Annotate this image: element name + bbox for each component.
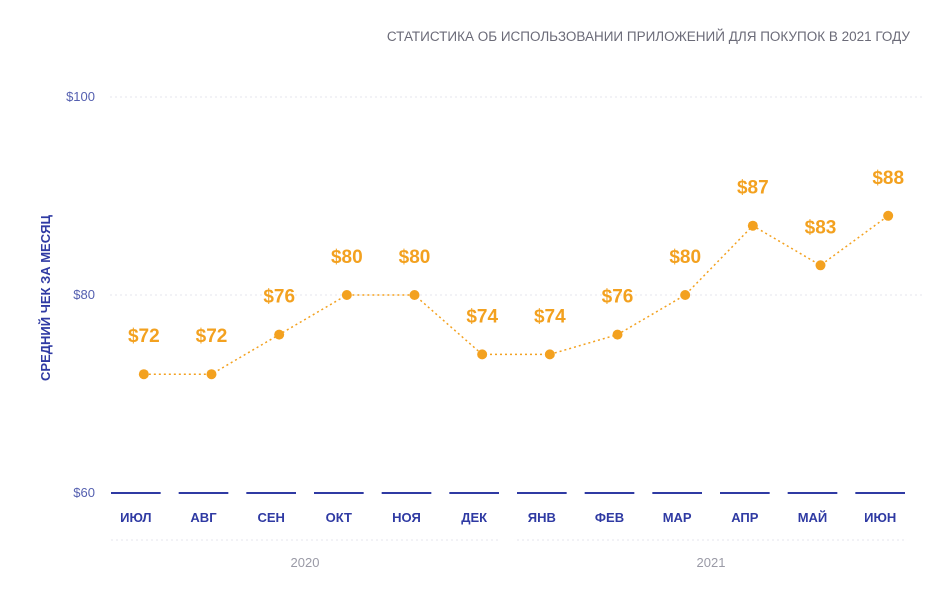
data-label: $72 xyxy=(196,326,228,347)
year-label: 2020 xyxy=(291,555,320,570)
x-tick-label: СЕН xyxy=(257,510,284,525)
data-label: $80 xyxy=(399,247,431,268)
data-point xyxy=(544,349,555,360)
data-label: $76 xyxy=(263,287,295,308)
series-line xyxy=(143,215,889,375)
data-label: $83 xyxy=(805,217,837,238)
year-groups: 2020 2021 xyxy=(111,539,905,570)
data-label: $80 xyxy=(331,247,363,268)
year-label: 2021 xyxy=(697,555,726,570)
x-tick-label: МАЙ xyxy=(798,510,828,525)
x-tick-label: МАР xyxy=(663,510,692,525)
gridlines xyxy=(110,96,922,296)
data-point xyxy=(612,329,623,340)
x-axis: ИЮЛ АВГ СЕН ОКТ НОЯ ДЕК ЯНВ ФЕВ МАР АПР МАЙ ИЮН xyxy=(111,492,905,525)
data-point xyxy=(409,290,420,300)
data-point xyxy=(274,329,285,340)
data-label: $72 xyxy=(128,326,160,347)
y-axis-label: СРЕДНИЙ ЧЕК ЗА МЕСЯЦ xyxy=(38,215,53,381)
data-label: $88 xyxy=(872,168,904,189)
data-point xyxy=(815,260,826,271)
x-tick-label: АВГ xyxy=(190,510,217,525)
y-tick-label: $60 xyxy=(73,485,95,500)
x-tick-label: ОКТ xyxy=(326,510,352,525)
data-label: $87 xyxy=(737,178,769,199)
data-label: $80 xyxy=(669,247,701,268)
x-tick-label: ЯНВ xyxy=(528,510,556,525)
y-tick-label: $80 xyxy=(73,287,95,302)
data-point xyxy=(341,290,352,300)
data-point xyxy=(138,369,149,380)
data-point xyxy=(206,369,217,380)
data-point xyxy=(680,290,691,300)
x-tick-label: ИЮЛ xyxy=(120,510,151,525)
x-tick-label: НОЯ xyxy=(392,510,421,525)
x-tick-label: ДЕК xyxy=(461,510,487,525)
data-points xyxy=(138,210,894,380)
data-label: $76 xyxy=(602,287,634,308)
y-tick-label: $100 xyxy=(66,89,95,104)
x-tick-label: АПР xyxy=(731,510,759,525)
data-point xyxy=(747,220,758,231)
data-label: $74 xyxy=(534,306,566,327)
x-tick-label: ИЮН xyxy=(864,510,896,525)
y-axis-ticks: $60 $80 $100 xyxy=(66,89,95,500)
data-point xyxy=(477,349,488,360)
data-label: $74 xyxy=(466,306,498,327)
series-line-path xyxy=(143,215,889,375)
data-labels: $72 $72 $76 $80 $80 $74 $74 $76 $80 $87 $83 $88 xyxy=(128,168,904,347)
x-tick-label: ФЕВ xyxy=(595,510,624,525)
data-point xyxy=(883,210,894,221)
chart-title: СТАТИСТИКА ОБ ИСПОЛЬЗОВАНИИ ПРИЛОЖЕНИЙ Д… xyxy=(387,29,911,44)
